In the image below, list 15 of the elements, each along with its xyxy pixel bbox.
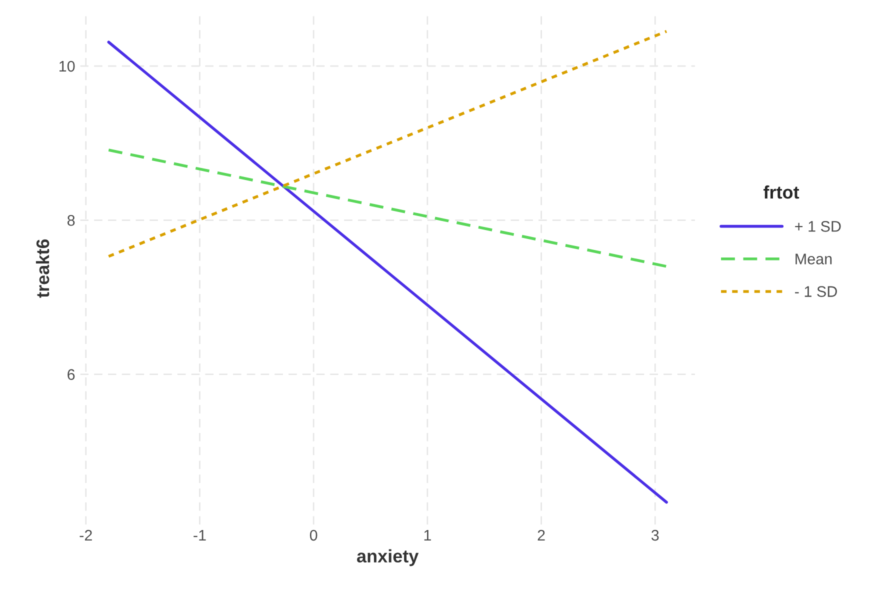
x-tick-label: -1 bbox=[194, 530, 206, 541]
legend-label: Mean bbox=[796, 254, 832, 264]
x-tick-label: 2 bbox=[538, 530, 545, 541]
x-tick-label: 1 bbox=[424, 530, 431, 541]
x-axis-title: anxiety bbox=[357, 549, 419, 566]
x-tick-label: 0 bbox=[310, 530, 318, 541]
y-tick-label: 10 bbox=[60, 60, 75, 72]
y-tick-label: 8 bbox=[67, 215, 75, 226]
legend-title: frtot bbox=[764, 185, 800, 199]
y-tick-label: 6 bbox=[68, 369, 75, 380]
legend-label: + 1 SD bbox=[795, 220, 841, 232]
y-axis-title: treakt6 bbox=[36, 239, 50, 298]
x-tick-label: -2 bbox=[80, 530, 92, 541]
legend-label: - 1 SD bbox=[795, 286, 837, 297]
x-tick-label: 3 bbox=[651, 530, 659, 541]
